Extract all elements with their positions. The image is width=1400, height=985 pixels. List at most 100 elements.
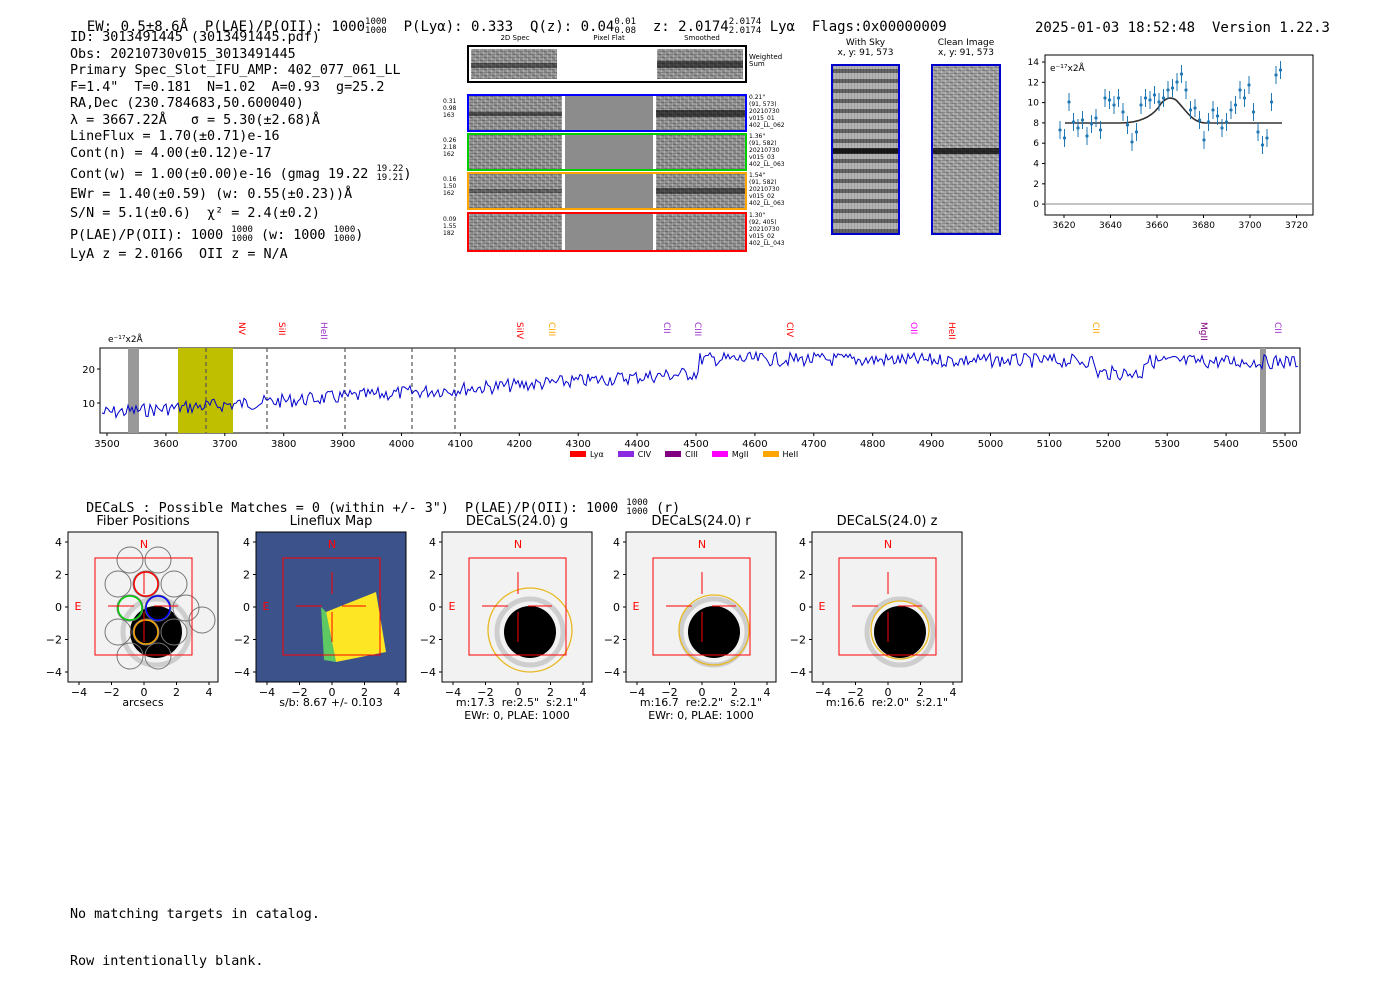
zoom-point [1224,120,1229,124]
decals-xtick-label: 0 [885,686,892,699]
info-plae-w-lo: 1000 [333,233,356,244]
decals-ytick-label: −2 [790,634,806,647]
spectrum-xtick-label: 3500 [94,439,119,450]
zoom-point [1112,103,1116,107]
info-lambda: λ = 3667.22Å σ = 5.30(±2.68)Å [70,112,320,128]
zoom-point [1085,134,1089,138]
decals-panel-2: DECaLS(24.0) g N E 4 2 0 −2 −4 −4 −2 0 2 4 m:17.3 re:… [412,512,597,722]
info-lya: LyA z = 2.0166 OII z = N/A [70,247,288,262]
decals-xtick-label: −4 [445,686,461,699]
cutout-row-0-frame [467,94,747,132]
lineflux-edge [321,607,336,662]
cutout-row-3-left: 0.09 1.55 182 [443,216,457,237]
legend-swatch [617,451,634,457]
decals-summary-hi: 1000 [626,498,648,508]
cutout-row-3-frame [467,212,747,252]
zoom-point [1067,100,1071,104]
decals-panel-title: Lineflux Map [289,514,373,529]
zoom-ytick-label: 8 [1033,119,1039,129]
zoom-ytick-label: 4 [1033,160,1039,170]
decals-xtick-label: 0 [515,686,522,699]
decals-ytick-label: −2 [604,634,620,647]
weighted-sum-strip [467,45,747,83]
spectrum-line-label: CIII [546,322,556,337]
fiber-circle [144,546,172,574]
north-label: N [328,538,336,551]
zoom-point [1175,80,1179,84]
decals-xtick-label: 2 [547,686,554,699]
east-label: E [75,600,82,613]
decals-panel-4: DECaLS(24.0) z N E 4 2 0 −2 −4 −4 −2 0 2 4 m:16.6 re:… [782,512,967,722]
spectrum-xtick-label: 4800 [860,439,885,450]
decals-xtick-label: 4 [580,686,587,699]
zoom-point [1080,118,1085,122]
zoom-point [1143,96,1148,100]
info-block: ID: 3013491445 (3013491445.pdf) Obs: 202… [70,30,412,264]
aperture-ellipse [870,600,930,660]
zoom-point [1260,143,1265,147]
info-obs: Obs: 20210730v015_3013491445 [70,46,296,62]
spectrum-xtick-label: 5300 [1154,439,1179,450]
spectrum-xtick-label: 4700 [801,439,826,450]
clean-image-coords: x, y: 91, 573 [938,48,994,58]
zoom-point [1139,103,1143,107]
search-box [94,557,193,656]
fiber-circle [132,618,160,646]
spectrum-masked-region-left [128,348,139,433]
spectrum-masked-region-right [1260,348,1266,433]
spectrum-xtick-label: 5500 [1272,439,1297,450]
decals-xtick-label: 4 [394,686,401,699]
east-label: E [449,600,456,613]
header-plae-lo: 1000 [365,26,387,36]
info-plae-w-hi: 1000 [333,224,356,235]
decals-ytick-label: −4 [790,666,806,679]
legend-item: CIV [617,448,652,460]
spectrum-line-label: CIV [784,322,794,338]
decals-frame [811,531,963,683]
spectrum-trace [101,350,1299,420]
zoom-ytick-label: 10 [1028,99,1040,109]
zoom-ytick-label: 6 [1033,139,1039,149]
spectrum-frame [99,347,1301,434]
legend-swatch [665,451,682,457]
search-box [282,557,381,656]
decals-panel-title: Fiber Positions [96,514,190,529]
with-sky-title: With Sky [845,38,886,48]
cutout-row-1-right: 1.36" (91, 582) 20210730 v015_03 402_LL_… [749,133,785,168]
source-blob [874,606,926,658]
spectrum-xtick-label: 4400 [624,439,649,450]
spectrum-line-label: CII [1272,322,1282,334]
legend-label: CIV [637,449,652,459]
zoom-point [1206,120,1211,124]
zoom-xtick-label: 3720 [1285,221,1308,231]
zoom-point [1161,96,1166,100]
fiber-highlight [133,619,159,645]
zoom-point [1179,72,1184,76]
zoom-plot: e⁻¹⁷x2Å 14 12 10 8 6 4 2 0 3620 3640 3660 3680 3700… [1028,54,1314,231]
zoom-point [1094,116,1098,120]
info-contw-end: ) [403,167,412,182]
decals-xtick-label: 4 [764,686,771,699]
fiber-circle [116,594,144,622]
spectrum-unit-label: e⁻¹⁷x2Å [108,335,143,345]
zoom-fit-curve [1065,97,1282,124]
header-z-lo: 2.0174 [728,26,762,36]
zoom-xtick-label: 3680 [1192,221,1215,231]
zoom-point [1107,98,1112,102]
spectrum-xtick-label: 3700 [212,439,237,450]
decals-ytick-label: 2 [429,569,436,582]
spectrum-line-label: CII [661,322,671,334]
east-label: E [633,600,640,613]
decals-ytick-label: −4 [46,666,62,679]
info-contw: Cont(w) = 1.00(±0.00)e-16 (gmag 19.22 19… [70,165,412,184]
decals-ytick-label: 0 [429,601,436,614]
decals-frame [441,531,593,683]
zoom-point [1269,100,1274,104]
cutout-col-title-pixelflat: Pixel Flat [593,34,625,42]
spectrum-line-label: SiII [276,322,286,336]
legend-swatch [711,451,728,457]
zoom-unit-label: e⁻¹⁷x2Å [1050,62,1086,74]
header-summary: EW: 0.5±8.6Å P(LAE)/P(OII): 10001000 1000… [70,2,947,36]
spectrum-xtick-label: 5100 [1037,439,1062,450]
decals-ytick-label: 2 [243,569,250,582]
